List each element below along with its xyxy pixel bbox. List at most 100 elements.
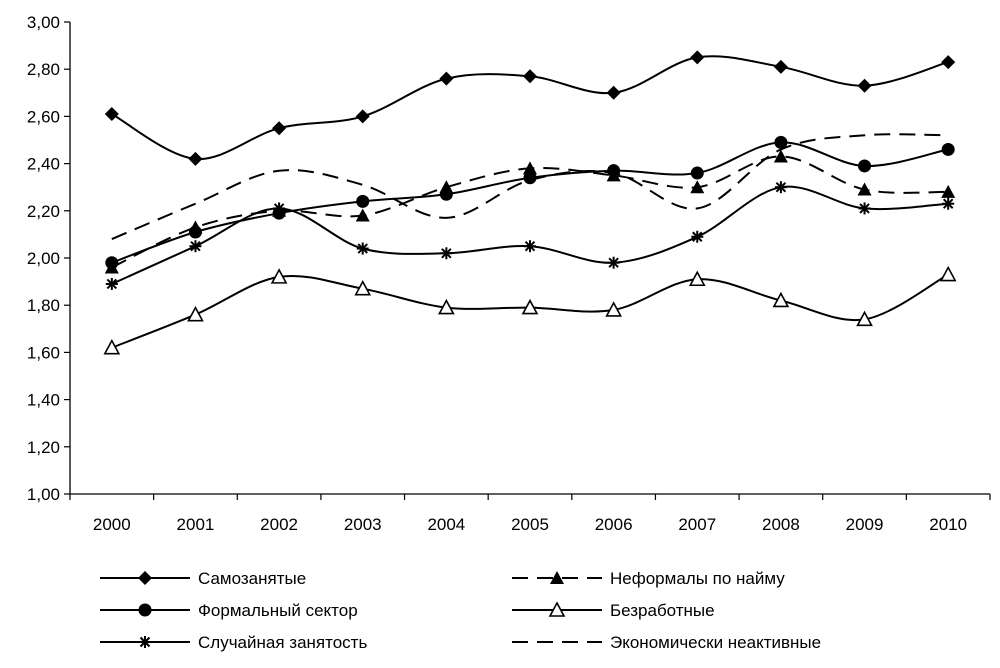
legend-item: Безработные — [512, 601, 715, 620]
legend-item: Экономически неактивные — [512, 633, 821, 652]
open-triangle-marker — [856, 310, 873, 327]
asterisk-marker — [774, 181, 787, 194]
open-triangle-marker — [438, 298, 455, 315]
triangle-marker — [272, 203, 287, 217]
legend-label: Формальный сектор — [198, 601, 358, 620]
asterisk-stroke — [441, 248, 452, 259]
asterisk-marker — [607, 256, 620, 269]
axes: 1,00 1,20 1,40 1,60 1,80 2,00 2,20 2,40 2,60 2,80… — [27, 13, 991, 534]
diamond-marker — [188, 151, 203, 166]
series-line — [111, 185, 949, 285]
triangle-marker — [773, 149, 788, 163]
asterisk-stroke — [139, 636, 151, 648]
x-tick-label: 2009 — [846, 515, 884, 534]
open-triangle-marker — [939, 265, 957, 282]
y-tick-label: 3,00 — [27, 13, 60, 32]
triangle-marker — [355, 208, 370, 222]
y-tick-label: 1,40 — [27, 391, 60, 410]
circle-marker — [138, 603, 152, 617]
triangle-marker — [523, 161, 537, 175]
x-tick-label: 2000 — [93, 515, 131, 534]
series-group — [104, 50, 956, 166]
asterisk-marker — [105, 277, 118, 290]
open-triangle-marker — [772, 291, 790, 308]
circle-marker — [941, 142, 955, 156]
asterisk-marker — [942, 197, 955, 210]
triangle-marker — [550, 571, 564, 584]
diamond-marker — [138, 571, 152, 585]
asterisk-stroke — [942, 198, 954, 209]
asterisk-marker — [356, 242, 369, 255]
asterisk-stroke — [692, 231, 703, 242]
circle-marker — [774, 135, 788, 149]
asterisk-marker — [440, 247, 453, 260]
asterisk-stroke — [859, 203, 870, 214]
y-tick-label: 1,80 — [27, 296, 60, 315]
open-triangle-marker — [688, 270, 706, 287]
asterisk-stroke — [775, 181, 787, 193]
y-tick-label: 2,20 — [27, 202, 60, 221]
y-tick-label: 1,00 — [27, 485, 60, 504]
legend-label: Случайная занятость — [198, 633, 367, 652]
asterisk-stroke — [524, 240, 536, 252]
legend-item: Неформалы по найму — [512, 569, 785, 588]
asterisk-stroke — [357, 243, 368, 254]
asterisk-marker — [524, 240, 536, 253]
triangle-marker — [606, 168, 621, 182]
circle-marker — [523, 171, 537, 185]
x-tick-label: 2007 — [678, 515, 716, 534]
x-tick-label: 2005 — [511, 515, 549, 534]
legend-item: Формальный сектор — [100, 601, 358, 620]
circle-marker — [356, 194, 370, 208]
y-tick-label: 2,60 — [27, 107, 60, 126]
legend-label: Неформалы по найму — [610, 569, 785, 588]
open-triangle-marker — [521, 298, 539, 315]
diamond-marker — [272, 121, 287, 136]
x-tick-label: 2006 — [595, 515, 633, 534]
circle-marker — [858, 159, 872, 173]
circle-marker — [690, 166, 704, 180]
open-triangle-marker — [270, 268, 288, 284]
y-tick-label: 1,60 — [27, 343, 60, 362]
triangle-marker — [690, 180, 705, 194]
series-layer — [103, 50, 957, 355]
y-tick-label: 2,80 — [27, 60, 60, 79]
triangle-marker — [439, 180, 454, 194]
asterisk-marker — [691, 230, 704, 243]
triangle-marker — [104, 260, 119, 274]
diamond-marker — [606, 85, 621, 100]
diamond-marker — [355, 109, 370, 124]
diamond-marker — [439, 71, 454, 86]
asterisk-marker — [139, 636, 151, 648]
legend: Самозанятые Формальный сектор Случайная за… — [100, 569, 821, 652]
x-tick-label: 2004 — [427, 515, 465, 534]
y-tick-label: 2,00 — [27, 249, 60, 268]
asterisk-marker — [858, 202, 871, 215]
triangle-marker — [857, 182, 872, 196]
x-tick-label: 2010 — [929, 515, 967, 534]
open-triangle-marker — [187, 305, 204, 322]
legend-label: Самозанятые — [198, 569, 306, 588]
diamond-marker — [104, 107, 119, 122]
open-triangle-marker — [103, 338, 121, 355]
triangle-marker — [941, 184, 956, 198]
x-tick-label: 2001 — [177, 515, 215, 534]
y-tick-label: 1,20 — [27, 438, 60, 457]
x-tick-label: 2002 — [260, 515, 298, 534]
x-tick-label: 2003 — [344, 515, 382, 534]
diamond-marker — [773, 59, 788, 74]
series-group — [103, 265, 957, 355]
asterisk-stroke — [608, 257, 619, 268]
triangle-marker — [188, 220, 203, 234]
asterisk-stroke — [106, 278, 118, 290]
x-tick-label: 2008 — [762, 515, 800, 534]
open-triangle-marker — [354, 279, 372, 296]
series-line — [111, 133, 949, 241]
diamond-marker — [941, 55, 956, 70]
series-group — [104, 149, 956, 274]
legend-label: Экономически неактивные — [610, 633, 821, 652]
diamond-marker — [523, 69, 537, 84]
series-group — [105, 181, 955, 290]
series-group — [111, 133, 949, 241]
